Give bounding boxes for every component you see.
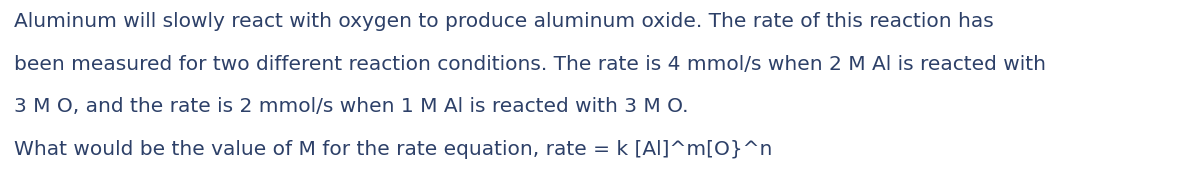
Text: Aluminum will slowly react with oxygen to produce aluminum oxide. The rate of th: Aluminum will slowly react with oxygen t… <box>14 12 994 31</box>
Text: 3 M O, and the rate is 2 mmol/s when 1 M Al is reacted with 3 M O.: 3 M O, and the rate is 2 mmol/s when 1 M… <box>14 97 689 116</box>
Text: What would be the value of M for the rate equation, rate = k [Al]^m[O}^n: What would be the value of M for the rat… <box>14 140 773 159</box>
Text: been measured for two different reaction conditions. The rate is 4 mmol/s when 2: been measured for two different reaction… <box>14 55 1046 74</box>
